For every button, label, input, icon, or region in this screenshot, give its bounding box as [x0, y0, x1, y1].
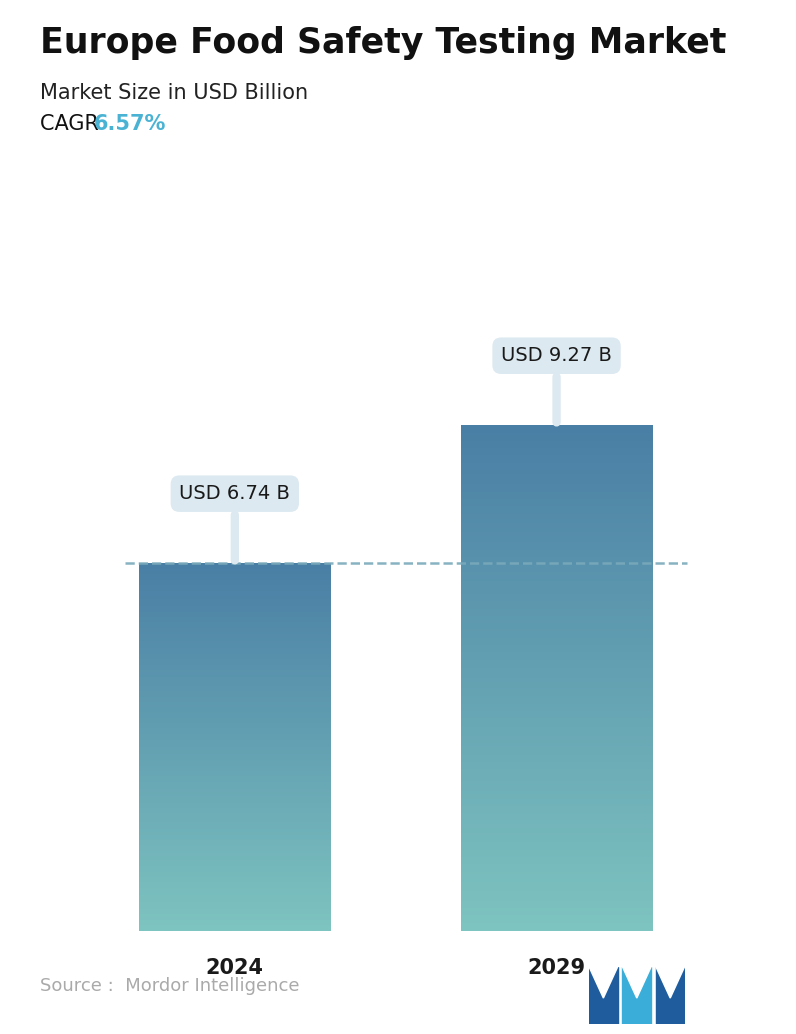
Polygon shape [656, 967, 685, 998]
Text: 2029: 2029 [528, 957, 586, 978]
Text: Europe Food Safety Testing Market: Europe Food Safety Testing Market [40, 26, 726, 60]
Text: USD 9.27 B: USD 9.27 B [501, 346, 612, 423]
Text: Source :  Mordor Intelligence: Source : Mordor Intelligence [40, 977, 299, 995]
Polygon shape [622, 967, 651, 1024]
Text: 2024: 2024 [206, 957, 263, 978]
Polygon shape [656, 967, 685, 1024]
Polygon shape [589, 967, 618, 998]
Polygon shape [622, 967, 651, 998]
Text: 6.57%: 6.57% [94, 114, 166, 133]
Polygon shape [589, 967, 618, 1024]
Text: Market Size in USD Billion: Market Size in USD Billion [40, 83, 308, 102]
Text: CAGR: CAGR [40, 114, 105, 133]
Text: USD 6.74 B: USD 6.74 B [179, 484, 291, 560]
